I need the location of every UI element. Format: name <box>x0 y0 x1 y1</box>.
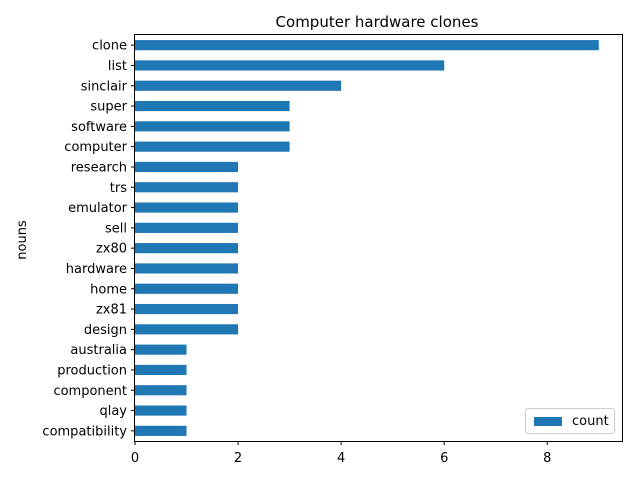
y-tick-label: software <box>71 120 127 135</box>
y-tick-label: hardware <box>66 262 127 277</box>
bar-qlay <box>135 405 187 416</box>
bar-zx81 <box>135 303 239 315</box>
y-tick-label: design <box>84 323 127 338</box>
bar-australia <box>135 344 187 355</box>
bar-clone <box>135 40 599 51</box>
bar-production <box>135 364 187 376</box>
legend: count <box>525 408 615 434</box>
y-tick-label: component <box>53 384 127 399</box>
y-tick-label: compatibility <box>42 424 127 439</box>
bar-emulator <box>135 202 239 213</box>
bar-hardware <box>135 263 239 274</box>
y-tick-label: australia <box>70 343 127 358</box>
bar-design <box>135 324 239 335</box>
x-tick-label: 0 <box>131 451 139 466</box>
y-tick-label: list <box>108 59 127 74</box>
y-axis-label: nouns <box>15 220 30 260</box>
y-tick-label: production <box>57 363 127 378</box>
y-tick-label: super <box>90 100 127 115</box>
y-tick-label: sell <box>105 221 127 236</box>
bar-compatibility <box>135 425 187 436</box>
bar-research <box>135 161 239 173</box>
bar-sinclair <box>135 80 342 91</box>
x-tick-label: 8 <box>543 451 551 466</box>
x-tick-label: 4 <box>337 451 345 466</box>
bar-zx80 <box>135 243 239 254</box>
legend-label: count <box>572 413 609 429</box>
x-tick-label: 2 <box>234 451 242 466</box>
chart-title: Computer hardware clones <box>276 13 479 31</box>
y-tick-label: computer <box>64 140 127 155</box>
bar-sell <box>135 222 239 233</box>
bar-list <box>135 60 445 71</box>
bar-super <box>135 100 290 112</box>
y-tick-label: home <box>90 282 127 297</box>
y-tick-label: research <box>71 160 127 175</box>
bar-component <box>135 385 187 396</box>
y-tick-label: zx81 <box>96 303 127 318</box>
y-tick-label: emulator <box>68 201 128 216</box>
y-tick-label: qlay <box>99 404 127 419</box>
bar-home <box>135 283 239 294</box>
bar-computer <box>135 141 290 152</box>
y-tick-label: clone <box>92 39 127 54</box>
y-tick-label: sinclair <box>81 79 128 94</box>
ticks-layer: clone list sinclair super software computer re… <box>42 39 551 466</box>
legend-swatch <box>534 416 562 426</box>
bar-trs <box>135 182 239 193</box>
bar-software <box>135 121 290 132</box>
y-tick-label: zx80 <box>96 242 127 257</box>
plot-frame <box>134 34 623 442</box>
bars-layer <box>135 40 599 436</box>
x-tick-label: 6 <box>440 451 448 466</box>
y-tick-label: trs <box>110 181 127 196</box>
